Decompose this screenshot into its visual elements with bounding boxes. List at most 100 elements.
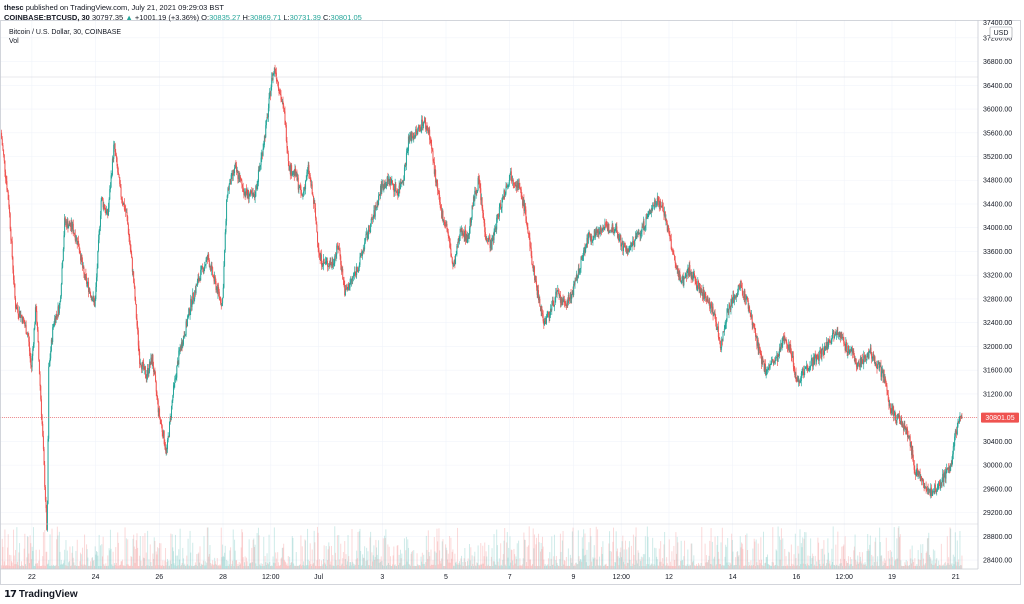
candle-body — [534, 266, 536, 281]
volume-bar — [304, 539, 306, 569]
volume-bar — [776, 565, 778, 569]
volume-bar — [7, 534, 9, 569]
volume-bar — [885, 560, 887, 569]
volume-bar — [218, 565, 220, 569]
volume-bar — [110, 548, 112, 569]
volume-bar — [836, 565, 838, 569]
candle-body — [609, 232, 611, 233]
candle-body — [743, 296, 745, 299]
volume-bar — [420, 556, 422, 569]
candle-body — [411, 136, 413, 137]
candle-body — [577, 277, 579, 279]
volume-bar — [200, 563, 202, 569]
candle-body — [123, 203, 125, 205]
candle-body — [658, 200, 660, 202]
candle-body — [443, 220, 445, 223]
volume-bar — [301, 546, 303, 569]
candle-body — [216, 287, 218, 294]
volume-bar — [924, 563, 926, 569]
candle-body — [832, 333, 834, 339]
volume-bar — [469, 560, 471, 569]
volume-bar — [541, 536, 543, 569]
volume-bar — [612, 541, 614, 569]
candle-body — [364, 237, 366, 243]
candle-body — [188, 308, 190, 315]
volume-bar — [797, 545, 799, 569]
candle-body — [727, 308, 729, 310]
volume-bar — [146, 565, 148, 569]
volume-bar — [733, 565, 735, 569]
candle-body — [238, 175, 240, 179]
candle-body — [784, 338, 786, 340]
candle-body — [226, 195, 228, 200]
candle-body — [70, 226, 72, 228]
candle-body — [511, 180, 513, 181]
candle-body — [222, 297, 224, 304]
volume-bar — [433, 536, 435, 569]
candle-body — [95, 277, 97, 288]
candle-body — [356, 266, 358, 271]
volume-bar — [850, 564, 852, 569]
candle-body — [480, 188, 482, 201]
candle-body — [405, 164, 407, 166]
candle-body — [92, 300, 94, 301]
volume-bar — [632, 563, 634, 569]
candle-body — [351, 278, 353, 280]
volume-bar — [749, 564, 751, 569]
candle-body — [776, 354, 778, 358]
candle-body — [214, 276, 216, 282]
volume-bar — [383, 565, 385, 569]
volume-bar — [475, 565, 477, 569]
candle-body — [216, 287, 218, 291]
volume-bar — [206, 562, 208, 569]
volume-bar — [285, 565, 287, 569]
volume-bar — [332, 565, 334, 569]
volume-bar — [26, 557, 28, 569]
volume-bar — [455, 562, 457, 569]
volume-bar — [580, 559, 582, 569]
volume-bar — [758, 565, 760, 569]
candle-body — [390, 177, 392, 186]
volume-bar — [428, 552, 430, 569]
candle-body — [326, 260, 328, 262]
candle-body — [660, 206, 662, 207]
candle-body — [6, 181, 8, 190]
volume-bar — [888, 565, 890, 569]
candle-body — [810, 359, 812, 366]
candle-body — [26, 333, 28, 335]
volume-bar — [835, 544, 837, 569]
candle-body — [115, 151, 117, 156]
volume-bar — [236, 560, 238, 569]
volume-bar — [198, 552, 200, 569]
volume-bar — [810, 564, 812, 569]
volume-bar — [219, 564, 221, 569]
volume-bar — [863, 563, 865, 569]
candle-body — [787, 347, 789, 349]
candle-body — [805, 367, 807, 368]
volume-bar — [802, 563, 804, 569]
volume-bar — [226, 565, 228, 569]
candle-body — [731, 299, 733, 304]
volume-bar — [823, 540, 825, 569]
tradingview-brand[interactable]: 𝟭𝟳 TradingView — [4, 589, 78, 600]
candle-body — [688, 265, 690, 276]
volume-bar — [336, 565, 338, 569]
volume-bar — [244, 556, 246, 569]
volume-bar — [441, 558, 443, 569]
volume-bar — [644, 536, 646, 569]
author-name[interactable]: thesc — [4, 3, 24, 12]
volume-bar — [301, 565, 303, 569]
volume-bar — [54, 566, 56, 569]
candle-body — [752, 322, 754, 326]
candle-body — [768, 364, 770, 368]
volume-bar — [664, 565, 666, 569]
candle-body — [542, 314, 544, 322]
volume-bar — [88, 565, 90, 569]
volume-bar — [228, 566, 230, 569]
volume-bar — [920, 544, 922, 569]
volume-bar — [459, 561, 461, 569]
volume-bar — [779, 559, 781, 569]
volume-bar — [308, 565, 310, 569]
candle-body — [183, 336, 185, 337]
